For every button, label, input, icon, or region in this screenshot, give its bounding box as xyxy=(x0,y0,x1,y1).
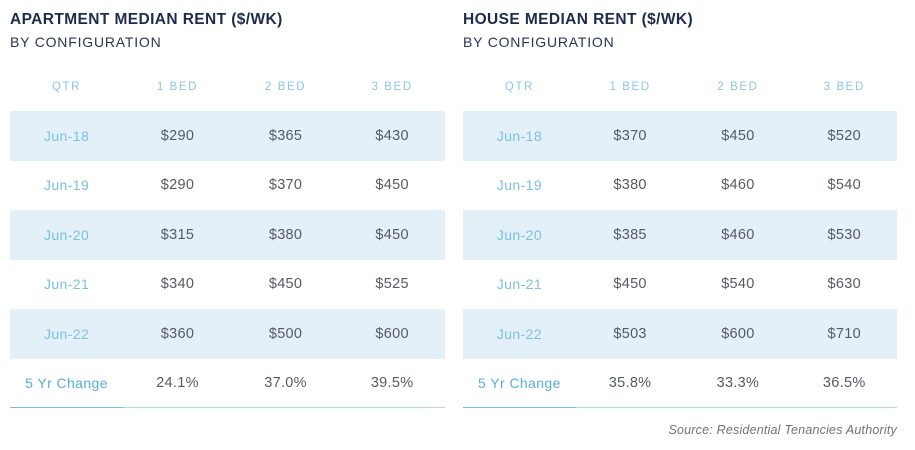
column-header-2bed: 2 BED xyxy=(717,81,759,93)
table-row: Jun-22 $360 $500 $600 xyxy=(10,309,445,359)
column-header-2bed: 2 BED xyxy=(264,81,307,93)
summary-label: 5 Yr Change xyxy=(10,358,124,408)
apartment-table-title: APARTMENT MEDIAN RENT ($/WK) xyxy=(10,11,283,28)
house-table-subtitle: BY CONFIGURATION xyxy=(463,34,615,50)
row-label: Jun-19 xyxy=(496,177,543,194)
column-header-row: QTR 1 BED 2 BED 3 BED xyxy=(463,63,897,111)
cell-value: $630 xyxy=(827,276,861,293)
cell-value: $520 xyxy=(827,127,861,144)
column-header-1bed: 1 BED xyxy=(609,81,651,93)
summary-label: 5 Yr Change xyxy=(463,358,576,408)
row-label: Jun-20 xyxy=(43,226,90,243)
row-label: Jun-21 xyxy=(43,276,90,293)
cell-value: $380 xyxy=(268,226,303,243)
column-header-qtr: QTR xyxy=(52,81,82,93)
cell-value: $450 xyxy=(268,276,303,293)
column-header-1bed: 1 BED xyxy=(156,81,199,93)
cell-value: $380 xyxy=(613,177,647,194)
summary-value: 36.5% xyxy=(791,358,897,408)
cell-value: $290 xyxy=(160,127,195,144)
column-header-3bed: 3 BED xyxy=(371,81,413,93)
cell-value: $370 xyxy=(268,177,303,194)
cell-value: $460 xyxy=(721,177,755,194)
cell-value: $500 xyxy=(268,325,303,342)
summary-row: 5 Yr Change 35.8% 33.3% 36.5% xyxy=(463,359,897,408)
tables-container: APARTMENT MEDIAN RENT ($/WK) BY CONFIGUR… xyxy=(10,10,897,437)
column-header-qtr: QTR xyxy=(504,81,534,93)
table-row: Jun-19 $290 $370 $450 xyxy=(10,161,445,211)
cell-value: $503 xyxy=(613,325,647,342)
row-label: Jun-20 xyxy=(496,226,543,243)
cell-value: $365 xyxy=(268,127,303,144)
apartment-table-subtitle: BY CONFIGURATION xyxy=(10,34,162,50)
summary-value: 37.0% xyxy=(231,358,340,408)
summary-value: 24.1% xyxy=(123,358,232,408)
cell-value: $290 xyxy=(160,177,195,194)
row-label: Jun-22 xyxy=(496,325,543,342)
summary-row: 5 Yr Change 24.1% 37.0% 39.5% xyxy=(10,359,445,408)
summary-value: 33.3% xyxy=(684,358,792,408)
source-note: Source: Residential Tenancies Authority xyxy=(668,422,897,437)
cell-value: $460 xyxy=(721,226,755,243)
cell-value: $315 xyxy=(160,226,195,243)
row-label: Jun-19 xyxy=(43,177,90,194)
row-label: Jun-21 xyxy=(496,276,543,293)
apartment-table: QTR 1 BED 2 BED 3 BED Jun-18 $290 $365 $… xyxy=(10,63,445,408)
row-label: Jun-18 xyxy=(43,127,90,144)
cell-value: $340 xyxy=(160,276,195,293)
table-row: Jun-20 $385 $460 $530 xyxy=(463,210,897,260)
cell-value: $450 xyxy=(613,276,647,293)
cell-value: $530 xyxy=(827,226,861,243)
summary-value: 35.8% xyxy=(575,358,685,408)
column-header-row: QTR 1 BED 2 BED 3 BED xyxy=(10,63,445,111)
table-row: Jun-20 $315 $380 $450 xyxy=(10,210,445,260)
cell-value: $450 xyxy=(375,177,409,194)
cell-value: $525 xyxy=(375,276,409,293)
cell-value: $600 xyxy=(721,325,755,342)
cell-value: $710 xyxy=(827,325,861,342)
cell-value: $540 xyxy=(721,276,755,293)
cell-value: $430 xyxy=(375,127,409,144)
row-label: Jun-22 xyxy=(43,325,90,342)
summary-value: 39.5% xyxy=(339,358,445,408)
table-row: Jun-22 $503 $600 $710 xyxy=(463,309,897,359)
house-table-title: HOUSE MEDIAN RENT ($/WK) xyxy=(463,11,694,28)
cell-value: $600 xyxy=(375,325,409,342)
house-table: QTR 1 BED 2 BED 3 BED Jun-18 $370 $450 $… xyxy=(463,63,897,408)
apartment-table-section: APARTMENT MEDIAN RENT ($/WK) BY CONFIGUR… xyxy=(10,10,445,437)
column-header-3bed: 3 BED xyxy=(823,81,865,93)
row-label: Jun-18 xyxy=(496,127,543,144)
cell-value: $370 xyxy=(613,127,647,144)
cell-value: $540 xyxy=(827,177,861,194)
cell-value: $385 xyxy=(613,226,647,243)
table-row: Jun-18 $290 $365 $430 xyxy=(10,111,445,161)
cell-value: $360 xyxy=(160,325,195,342)
table-row: Jun-21 $340 $450 $525 xyxy=(10,260,445,310)
table-row: Jun-21 $450 $540 $630 xyxy=(463,260,897,310)
cell-value: $450 xyxy=(721,127,755,144)
table-row: Jun-18 $370 $450 $520 xyxy=(463,111,897,161)
table-row: Jun-19 $380 $460 $540 xyxy=(463,161,897,211)
house-table-section: HOUSE MEDIAN RENT ($/WK) BY CONFIGURATIO… xyxy=(463,10,897,437)
cell-value: $450 xyxy=(375,226,409,243)
